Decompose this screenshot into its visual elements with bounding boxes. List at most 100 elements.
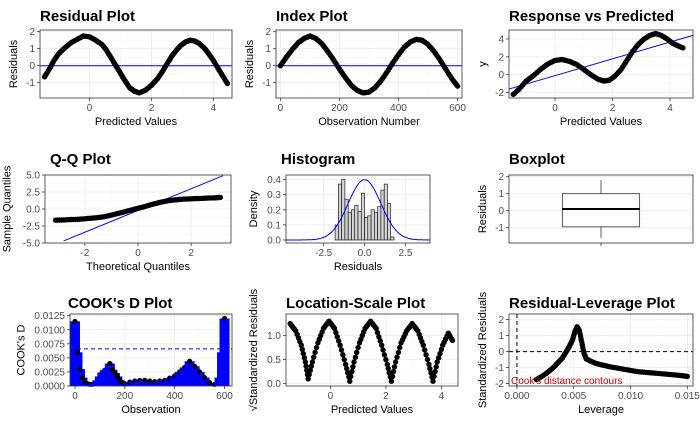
scale_location-point — [383, 356, 389, 363]
scale_location-point — [299, 346, 305, 353]
cooks-y-tick-label: 0.0025 — [34, 367, 65, 378]
cooks-y-tick-label: 0.0000 — [34, 382, 65, 393]
index-marks — [276, 33, 462, 96]
response-point — [680, 45, 686, 51]
response-y-tick-label: 0 — [498, 70, 504, 81]
scale_location-panel-border — [285, 313, 459, 387]
scale_location-point — [306, 371, 312, 378]
scale_location-point — [349, 368, 355, 375]
cooks-bar — [77, 377, 88, 386]
boxplot-box — [561, 193, 641, 228]
residual_leverage-point — [684, 373, 690, 380]
scale_location-point — [342, 361, 349, 368]
index-point — [454, 83, 461, 89]
histogram-bar — [387, 203, 392, 241]
scale_location-point — [388, 378, 395, 384]
cooks-panel: 0.0000 0.0025 0.0050 0.0075 0.0100 0.0125 0 200… — [15, 295, 233, 416]
cooks-x-tick-label: 400 — [166, 391, 183, 402]
qq-y-tick-label: 5.0 — [26, 171, 40, 182]
residual-panel-border — [39, 29, 233, 99]
scale_location-point — [438, 346, 445, 353]
cooks-point — [79, 374, 86, 381]
scale_location-point — [376, 334, 382, 340]
index-title: Index Plot — [276, 8, 348, 25]
qq-y-tick-label: -2.5 — [23, 222, 41, 233]
scale_location-point — [449, 337, 456, 344]
qq-x-axis-label: Theoretical Quantiles — [86, 261, 190, 273]
histogram-y-tick-label: 0.4 — [267, 175, 281, 186]
boxplot-y-tick-label: 1 — [498, 189, 504, 200]
residual-y-tick-label: 2 — [29, 27, 35, 38]
scale_location-y-tick-label: 0.5 — [267, 355, 281, 366]
scale_location-point — [313, 344, 320, 351]
cooks-point — [187, 358, 193, 364]
qq-x-tick-label: 0 — [135, 248, 141, 259]
scale_location-point — [377, 338, 383, 344]
residual_leverage-x-tick-label: 0.010 — [618, 391, 643, 402]
scale_location-point — [435, 355, 442, 361]
qq-x-tick-label: -2 — [80, 248, 89, 259]
residual-point — [224, 80, 231, 87]
cooks-point — [72, 318, 78, 324]
histogram-bar — [347, 212, 352, 241]
scale_location-point — [300, 350, 306, 357]
index-y-tick-label: 1 — [265, 44, 271, 55]
index-x-tick-label: 400 — [390, 103, 407, 114]
histogram-bar — [354, 204, 359, 241]
histogram-bar — [377, 206, 382, 241]
histogram-x-axis-label: Residuals — [334, 261, 383, 273]
residual_leverage-panel-border — [508, 313, 694, 387]
histogram-y-axis-label: Density — [248, 190, 260, 227]
histogram-y-tick-label: 0.2 — [267, 205, 281, 216]
histogram-marks — [286, 179, 430, 241]
cooks-point — [197, 369, 203, 375]
scale_location-point — [433, 364, 439, 370]
histogram-y-tick-label: 0.3 — [267, 190, 281, 201]
qq-y-axis-label: Sample Quantiles — [2, 165, 14, 252]
scale_location-point — [428, 370, 434, 376]
scale_location-point — [308, 363, 314, 369]
boxplot-title: Boxplot — [509, 151, 565, 168]
scale_location-point — [426, 361, 432, 368]
residual_leverage-title: Residual-Leverage Plot — [509, 295, 675, 312]
scale_location-point — [381, 352, 388, 358]
histogram-bar — [341, 179, 346, 241]
residual_leverage-panel: Cook's distance contours -2 -1 0 1 2 0.000 0.00… — [477, 291, 700, 416]
scale_location-point — [431, 373, 437, 380]
residual_leverage-y-axis-label: Standardized Residuals — [477, 291, 489, 408]
index-x-axis-label: Observation Number — [318, 116, 420, 128]
cooks-point — [77, 366, 83, 372]
scale_location-point — [337, 342, 343, 348]
cooks-point — [206, 380, 213, 386]
scale_location-point — [347, 378, 353, 384]
scale_location-point — [437, 350, 443, 357]
cooks-y-tick-label: 0.0075 — [34, 339, 65, 350]
scale_location-x-tick-label: 0 — [328, 391, 334, 402]
qq-title: Q-Q Plot — [50, 151, 111, 168]
scale_location-point — [311, 354, 317, 360]
index-x-tick-label: 600 — [449, 103, 466, 114]
residual_leverage-x-tick-label: 0.000 — [504, 391, 529, 402]
histogram-x-tick-label: -2.5 — [315, 248, 333, 259]
residual_leverage-x-axis-label: Leverage — [578, 404, 624, 416]
residual_leverage-y-tick-label: -1 — [495, 363, 504, 374]
boxplot-y-tick-label: 0 — [498, 206, 504, 217]
response-panel: -2 0 2 4 0 2 4 Response vs Predicted Predicted V… — [477, 8, 694, 128]
residual_leverage-x-tick-label: 0.005 — [561, 391, 586, 402]
cooks-x-tick-label: 0 — [72, 391, 78, 402]
residual_leverage-y-tick-label: 2 — [498, 315, 504, 326]
response-reference-line — [508, 34, 694, 90]
scale_location-point — [333, 329, 339, 336]
histogram-title: Histogram — [281, 151, 355, 168]
qq-y-tick-label: 2.5 — [26, 188, 40, 199]
cooks-point — [221, 315, 228, 322]
cooks-plot-area — [70, 314, 232, 386]
boxplot-panel: -1 0 1 2 Boxplot Residuals — [477, 151, 694, 246]
boxplot-y-tick-label: 2 — [498, 172, 504, 183]
scale_location-point — [352, 354, 359, 360]
scale_location-point — [424, 356, 431, 363]
index-y-tick-label: 2 — [265, 27, 271, 38]
scale_location-point — [423, 352, 429, 358]
histogram-bar — [370, 209, 375, 241]
scale_location-point — [298, 342, 304, 348]
